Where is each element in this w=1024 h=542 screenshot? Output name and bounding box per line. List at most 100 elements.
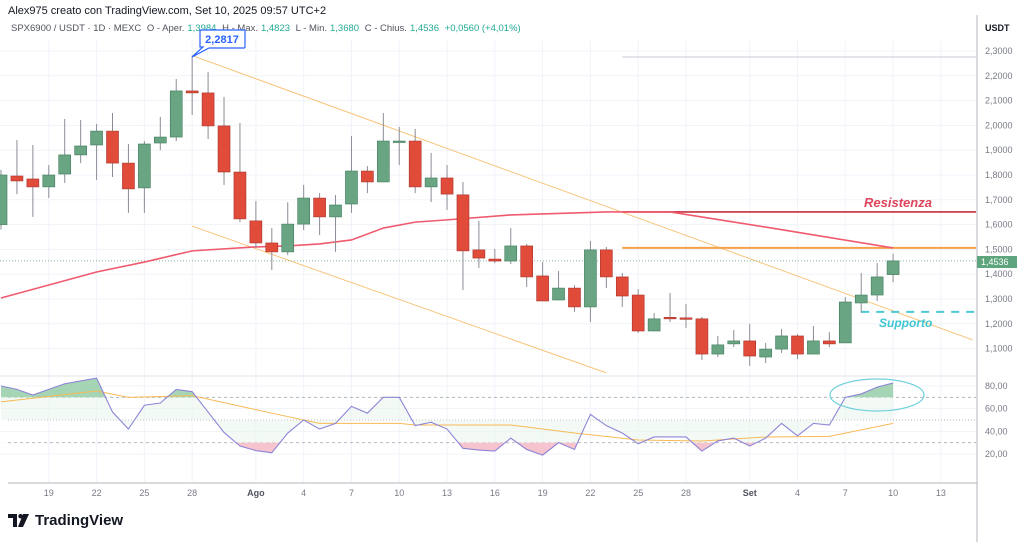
candle — [185, 55, 199, 115]
channel-upper-line — [191, 55, 973, 341]
time-tick-label: 13 — [936, 488, 946, 498]
labels: USDT Resistenza Supporto 2,2817 1,4536 — [191, 23, 1017, 412]
candle-body — [154, 136, 167, 144]
candle — [520, 243, 533, 288]
candle — [727, 330, 741, 348]
candle — [90, 123, 103, 180]
candle — [345, 136, 358, 213]
candle-body — [106, 130, 119, 164]
symbol-legend: SPX6900 / USDT · 1D · MEXC O - Aper. 1,39… — [11, 23, 524, 34]
candle-body — [568, 287, 581, 308]
candle — [74, 119, 87, 164]
time-tick-label: 7 — [349, 488, 354, 498]
candle-body — [361, 170, 374, 183]
candle — [584, 240, 597, 323]
candle-body — [42, 174, 56, 188]
tradingview-logo[interactable]: TradingView — [8, 512, 123, 529]
candle — [504, 228, 518, 265]
high-label: H - Max. — [222, 23, 258, 34]
drawings — [0, 55, 976, 374]
candle — [122, 144, 135, 213]
time-tick-label: 10 — [888, 488, 898, 498]
candle-body — [695, 318, 709, 355]
candle-body — [122, 162, 135, 190]
price-tick-label: 1,6000 — [985, 220, 1013, 230]
price-tick-label: 2,1000 — [985, 96, 1013, 106]
candle-body — [440, 177, 454, 195]
candle — [169, 79, 183, 142]
candle — [10, 140, 24, 195]
candle — [377, 113, 390, 183]
candle-body — [870, 276, 884, 296]
candle-body — [0, 174, 8, 225]
candle — [791, 333, 804, 360]
candle — [838, 297, 852, 344]
candle — [711, 335, 725, 358]
high-value: 1,4823 — [260, 23, 291, 34]
candle-body — [456, 194, 470, 252]
candle — [138, 141, 151, 213]
price-tick-label: 1,5000 — [985, 244, 1013, 254]
candle — [456, 181, 470, 291]
candle-body — [217, 125, 231, 173]
candle — [297, 184, 310, 231]
candle-body — [823, 340, 836, 345]
candle-body — [536, 275, 549, 302]
candle — [679, 303, 693, 329]
rsi-highlight-ellipse — [829, 378, 925, 412]
candle-body — [854, 294, 868, 304]
candle-body — [727, 340, 741, 345]
price-tick-label: 2,3000 — [985, 46, 1013, 56]
candle — [249, 201, 263, 248]
candle — [663, 293, 677, 323]
candle-body — [249, 220, 263, 244]
time-tick-label: 22 — [585, 488, 595, 498]
price-tick-label: 1,2000 — [985, 319, 1013, 329]
price-tick-label: 1,9000 — [985, 145, 1013, 155]
price-tick-label: 1,3000 — [985, 294, 1013, 304]
price-tick-label: 2,2000 — [985, 71, 1013, 81]
candle-body — [552, 287, 565, 301]
candle-body — [345, 170, 358, 205]
time-tick-label: 13 — [442, 488, 452, 498]
candle — [807, 326, 820, 355]
candle-body — [472, 249, 486, 259]
candle — [886, 253, 900, 283]
candle — [647, 312, 661, 332]
candle — [600, 246, 613, 289]
candle-body — [488, 258, 502, 262]
candle — [392, 126, 406, 166]
candle-body — [647, 318, 661, 332]
candle-body — [185, 90, 199, 94]
candle-body — [233, 171, 247, 220]
candles — [0, 55, 900, 366]
candle — [233, 122, 247, 223]
candle — [281, 202, 295, 256]
candle-body — [679, 317, 693, 320]
time-tick-label: 22 — [92, 488, 102, 498]
candle — [775, 329, 788, 354]
candle-body — [201, 92, 215, 127]
candle — [424, 152, 438, 203]
candle-body — [791, 335, 804, 355]
candle-body — [74, 145, 87, 156]
candle — [536, 262, 549, 302]
candle-body — [265, 242, 279, 253]
candle-body — [759, 348, 772, 358]
candle-body — [711, 344, 725, 355]
candle — [854, 272, 868, 313]
candle — [265, 228, 279, 270]
candle-body — [886, 260, 900, 275]
candle — [472, 220, 486, 268]
candle — [870, 263, 884, 301]
resistance-label: Resistenza — [864, 195, 932, 210]
candle-body — [584, 249, 597, 308]
candle — [440, 165, 454, 210]
symbol-name[interactable]: SPX6900 / USDT · 1D · MEXC — [11, 23, 142, 34]
candle-body — [631, 294, 645, 332]
candle-body — [313, 197, 326, 218]
candle-body — [520, 245, 533, 278]
candle-body — [297, 197, 310, 225]
time-tick-label: 19 — [44, 488, 54, 498]
